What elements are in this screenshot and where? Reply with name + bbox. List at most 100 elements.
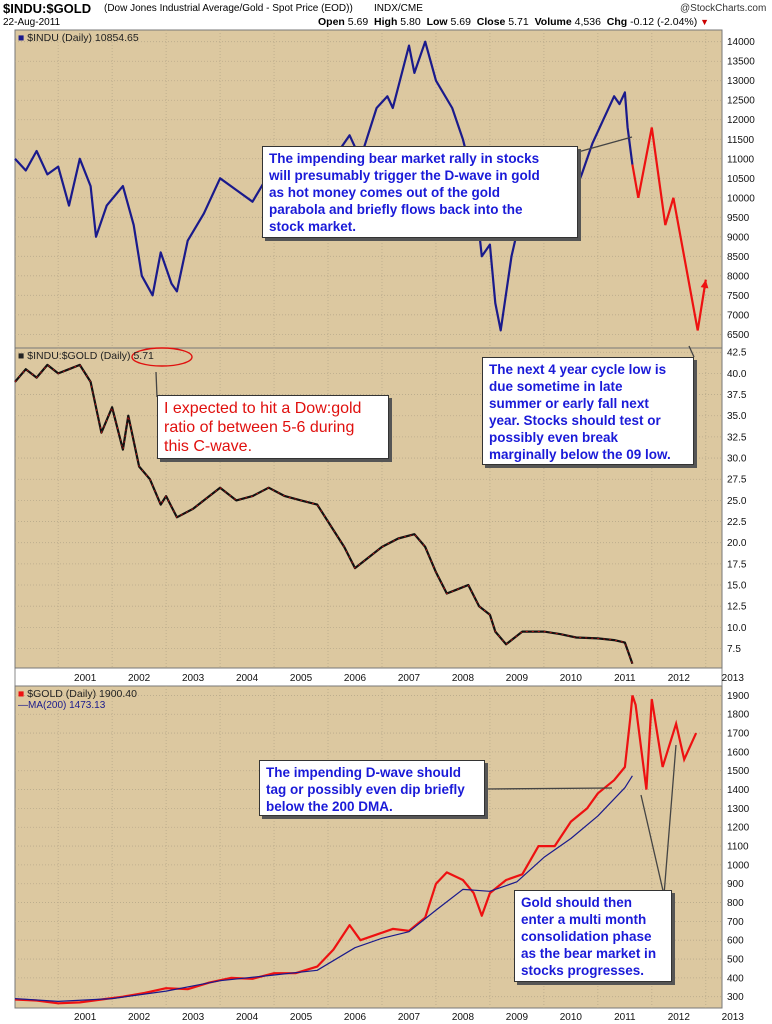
ytick-ratio-42.5: 42.5 [727, 348, 747, 359]
chart-date: 22-Aug-2011 [3, 17, 61, 28]
ytick-indu-13000: 13000 [727, 76, 755, 87]
ytick-gold-1600: 1600 [727, 747, 750, 758]
leader-ratio [155, 371, 158, 398]
chg-label: Chg [606, 16, 628, 28]
xtick-ratio-2010: 2010 [560, 673, 583, 684]
xtick-ratio-2004: 2004 [236, 673, 259, 684]
leader-dwave [484, 787, 613, 790]
ytick-ratio-15: 15.0 [727, 581, 747, 592]
ytick-indu-9000: 9000 [727, 232, 750, 243]
projection-arrowhead [700, 279, 709, 289]
indu-legend: ■ $INDU (Daily) 10854.65 [18, 32, 139, 44]
close-label: Close [476, 16, 506, 28]
low-label: Low [426, 16, 448, 28]
bar-icon: ■ [18, 350, 25, 362]
ytick-gold-1300: 1300 [727, 804, 750, 815]
ytick-gold-800: 800 [727, 898, 744, 909]
chart-description: (Dow Jones Industrial Average/Gold - Spo… [104, 3, 353, 14]
xtick-gold-2009: 2009 [506, 1012, 529, 1023]
ma-legend: —MA(200) 1473.13 [18, 700, 105, 711]
xtick-gold-2002: 2002 [128, 1012, 151, 1023]
xtick-ratio-2001: 2001 [74, 673, 97, 684]
gold-legend-text: $GOLD (Daily) 1900.40 [27, 688, 137, 700]
xtick-ratio-2011: 2011 [614, 673, 636, 684]
leader-gold-2 [663, 744, 677, 896]
xtick-gold-2003: 2003 [182, 1012, 205, 1023]
high-value: 5.80 [400, 16, 421, 28]
xtick-ratio-2009: 2009 [506, 673, 529, 684]
ytick-gold-400: 400 [727, 973, 744, 984]
ratio-value-highlight [131, 347, 193, 367]
ytick-gold-500: 500 [727, 955, 744, 966]
ytick-ratio-30: 30.0 [727, 454, 747, 465]
ytick-ratio-27.5: 27.5 [727, 475, 747, 486]
ytick-indu-9500: 9500 [727, 213, 750, 224]
ytick-ratio-10: 10.0 [727, 623, 747, 634]
ytick-indu-12000: 12000 [727, 115, 755, 126]
ytick-gold-900: 900 [727, 879, 744, 890]
ytick-indu-7000: 7000 [727, 310, 750, 321]
ytick-gold-700: 700 [727, 917, 744, 928]
leader-gold-1 [640, 794, 665, 896]
ytick-indu-11000: 11000 [727, 154, 755, 165]
gold-legend: ■ $GOLD (Daily) 1900.40 [18, 688, 137, 700]
ytick-indu-10500: 10500 [727, 174, 755, 185]
xtick-ratio-2003: 2003 [182, 673, 205, 684]
xtick-gold-2012: 2012 [668, 1012, 691, 1023]
ytick-indu-8000: 8000 [727, 271, 750, 282]
ytick-ratio-12.5: 12.5 [727, 602, 747, 613]
ytick-indu-6500: 6500 [727, 330, 750, 341]
ytick-ratio-25: 25.0 [727, 496, 747, 507]
low-value: 5.69 [450, 16, 471, 28]
chg-value: -0.12 (-2.04%) [630, 16, 698, 28]
leader-cycle [688, 345, 695, 358]
ratio-annotation: I expected to hit a Dow:gold ratio of be… [157, 395, 389, 459]
ytick-indu-7500: 7500 [727, 291, 750, 302]
xtick-ratio-2006: 2006 [344, 673, 367, 684]
projection-gold [631, 695, 698, 790]
xtick-gold-2013: 2013 [722, 1012, 745, 1023]
ytick-indu-14000: 14000 [727, 37, 755, 48]
ma-legend-text: MA(200) 1473.13 [28, 700, 106, 711]
ohlc-readout: Open 5.69 High 5.80 Low 5.69 Close 5.71 … [318, 16, 709, 28]
ytick-indu-11500: 11500 [727, 135, 755, 146]
ytick-indu-10000: 10000 [727, 193, 755, 204]
red-line-icon: ■ [18, 688, 25, 700]
open-label: Open [318, 16, 345, 28]
stockcharts-credit: @StockCharts.com [680, 3, 767, 14]
leader-indu [577, 136, 633, 153]
xtick-gold-2010: 2010 [560, 1012, 583, 1023]
ytick-gold-300: 300 [727, 992, 744, 1003]
xtick-gold-2006: 2006 [344, 1012, 367, 1023]
ytick-gold-1500: 1500 [727, 766, 750, 777]
chart-symbol: $INDU:$GOLD [3, 1, 92, 16]
down-arrow-icon: ▼ [700, 17, 710, 27]
ytick-gold-1100: 1100 [727, 842, 749, 853]
ratio-legend: ■ $INDU:$GOLD (Daily) 5.71 [18, 350, 154, 362]
volume-label: Volume [534, 16, 572, 28]
xtick-ratio-2002: 2002 [128, 673, 151, 684]
ytick-ratio-40: 40.0 [727, 369, 747, 380]
xtick-gold-2001: 2001 [74, 1012, 97, 1023]
xtick-gold-2007: 2007 [398, 1012, 421, 1023]
dwave-annotation: The impending D-wave should tag or possi… [259, 760, 485, 816]
cycle-annotation: The next 4 year cycle low is due sometim… [482, 357, 694, 465]
ytick-indu-13500: 13500 [727, 57, 755, 68]
xtick-gold-2005: 2005 [290, 1012, 313, 1023]
ratio-legend-text: $INDU:$GOLD (Daily) 5.71 [27, 350, 154, 362]
blue-line-icon: ■ [18, 32, 25, 44]
ytick-indu-12500: 12500 [727, 96, 755, 107]
xtick-ratio-2012: 2012 [668, 673, 691, 684]
volume-value: 4,536 [574, 16, 601, 28]
high-label: High [374, 16, 398, 28]
ytick-gold-1000: 1000 [727, 860, 750, 871]
ytick-gold-1200: 1200 [727, 823, 750, 834]
ytick-ratio-32.5: 32.5 [727, 432, 747, 443]
ytick-ratio-22.5: 22.5 [727, 517, 747, 528]
gold-annotation: Gold should then enter a multi month con… [514, 890, 672, 982]
xtick-gold-2004: 2004 [236, 1012, 259, 1023]
open-value: 5.69 [347, 16, 369, 28]
xtick-ratio-2013: 2013 [722, 673, 745, 684]
ytick-gold-1800: 1800 [727, 710, 750, 721]
ytick-ratio-20: 20.0 [727, 538, 747, 549]
